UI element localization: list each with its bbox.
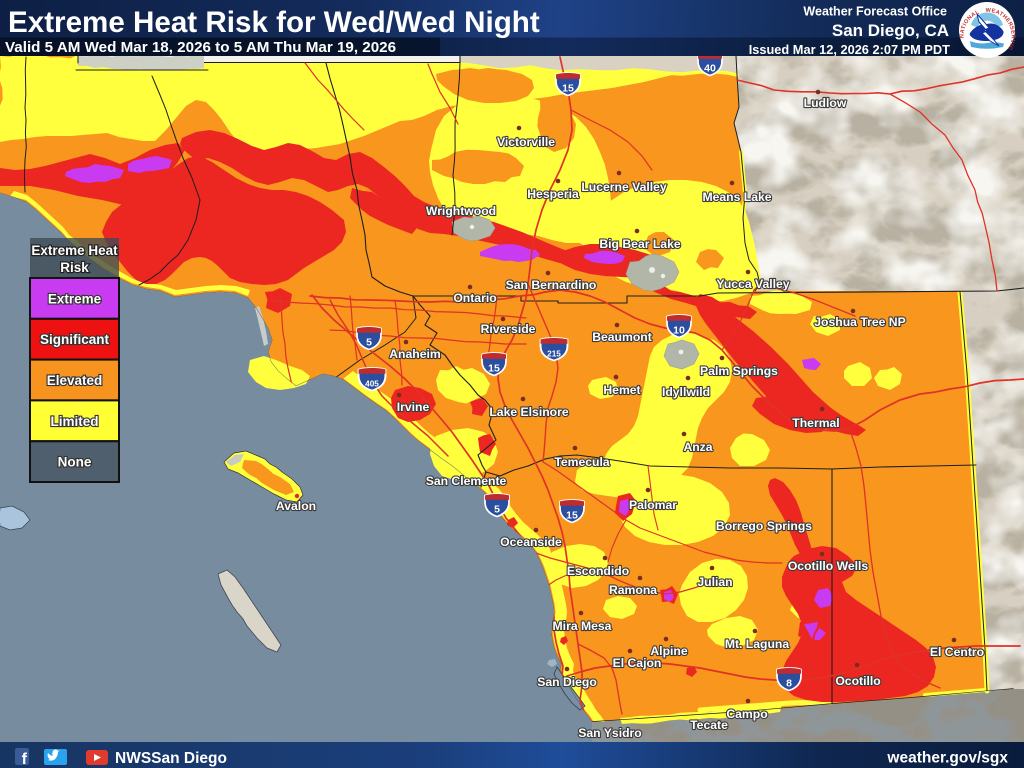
svg-text:15: 15 (566, 510, 578, 522)
svg-text:Risk: Risk (60, 260, 89, 275)
svg-text:215: 215 (547, 350, 561, 359)
svg-text:San Diego, CA: San Diego, CA (832, 21, 949, 40)
svg-text:Victorville: Victorville (497, 135, 555, 149)
svg-text:Avalon: Avalon (276, 499, 316, 513)
svg-text:15: 15 (488, 363, 500, 375)
svg-text:40: 40 (704, 63, 716, 75)
svg-text:Escondido: Escondido (567, 564, 629, 578)
svg-text:405: 405 (365, 380, 379, 389)
svg-text:El Centro: El Centro (930, 645, 984, 659)
svg-text:8: 8 (786, 678, 792, 690)
svg-text:Ocotillo Wells: Ocotillo Wells (788, 559, 869, 573)
svg-text:Weather Forecast Office: Weather Forecast Office (803, 5, 947, 19)
svg-text:Wrightwood: Wrightwood (426, 204, 496, 218)
svg-text:Thermal: Thermal (792, 416, 839, 430)
svg-text:Hemet: Hemet (603, 383, 640, 397)
svg-text:Limited: Limited (50, 414, 98, 429)
svg-text:Idyllwild: Idyllwild (662, 385, 710, 399)
svg-text:Campo: Campo (726, 707, 767, 721)
svg-text:Ludlow: Ludlow (804, 96, 847, 110)
svg-text:San Diego: San Diego (537, 675, 597, 689)
svg-text:Extreme Heat: Extreme Heat (31, 243, 118, 258)
svg-text:Anza: Anza (683, 440, 712, 454)
svg-text:Valid 5 AM Wed Mar 18, 2026 to: Valid 5 AM Wed Mar 18, 2026 to 5 AM Thu … (5, 39, 396, 56)
svg-text:Ramona: Ramona (609, 583, 657, 597)
svg-text:Big Bear Lake: Big Bear Lake (599, 237, 681, 251)
svg-text:Palomar: Palomar (629, 498, 677, 512)
svg-text:Ocotillo: Ocotillo (835, 674, 880, 688)
svg-text:Anaheim: Anaheim (389, 347, 441, 361)
svg-text:Palm Springs: Palm Springs (700, 364, 778, 378)
svg-text:Riverside: Riverside (481, 322, 536, 336)
svg-text:Lucerne Valley: Lucerne Valley (581, 180, 667, 194)
svg-text:Tecate: Tecate (690, 718, 728, 732)
svg-text:Joshua Tree NP: Joshua Tree NP (814, 315, 905, 329)
svg-text:Mira Mesa: Mira Mesa (553, 619, 612, 633)
svg-text:Significant: Significant (40, 332, 110, 347)
svg-text:Elevated: Elevated (47, 373, 103, 388)
svg-text:Oceanside: Oceanside (500, 535, 562, 549)
svg-text:Extreme Heat Risk for Wed/Wed: Extreme Heat Risk for Wed/Wed Night (8, 6, 540, 39)
svg-text:Ontario: Ontario (453, 291, 496, 305)
svg-text:5: 5 (494, 504, 500, 516)
svg-text:5: 5 (366, 337, 372, 349)
svg-text:Borrego Springs: Borrego Springs (716, 519, 812, 533)
svg-text:San Clemente: San Clemente (426, 474, 507, 488)
svg-text:Julian: Julian (697, 575, 732, 589)
svg-text:Means Lake: Means Lake (702, 190, 771, 204)
svg-text:NWSSan Diego: NWSSan Diego (115, 750, 227, 767)
svg-text:Alpine: Alpine (650, 644, 687, 658)
svg-text:Lake Elsinore: Lake Elsinore (489, 405, 568, 419)
svg-text:15: 15 (562, 83, 574, 95)
svg-text:San Ysidro: San Ysidro (578, 726, 641, 740)
svg-text:Temecula: Temecula (554, 455, 610, 469)
svg-text:10: 10 (673, 325, 685, 337)
svg-text:weather.gov/sgx: weather.gov/sgx (886, 750, 1008, 767)
svg-text:Yucca Valley: Yucca Valley (716, 277, 789, 291)
svg-text:f: f (22, 751, 28, 768)
svg-text:None: None (58, 455, 92, 470)
svg-text:Hesperia: Hesperia (527, 187, 579, 201)
svg-text:Mt. Laguna: Mt. Laguna (725, 637, 790, 651)
svg-text:Issued Mar 12, 2026 2:07 PM PD: Issued Mar 12, 2026 2:07 PM PDT (749, 42, 950, 57)
svg-text:Beaumont: Beaumont (592, 330, 652, 344)
svg-text:San Bernardino: San Bernardino (506, 278, 597, 292)
svg-text:El Cajon: El Cajon (613, 656, 662, 670)
svg-text:Irvine: Irvine (397, 400, 430, 414)
svg-text:Extreme: Extreme (48, 291, 102, 306)
